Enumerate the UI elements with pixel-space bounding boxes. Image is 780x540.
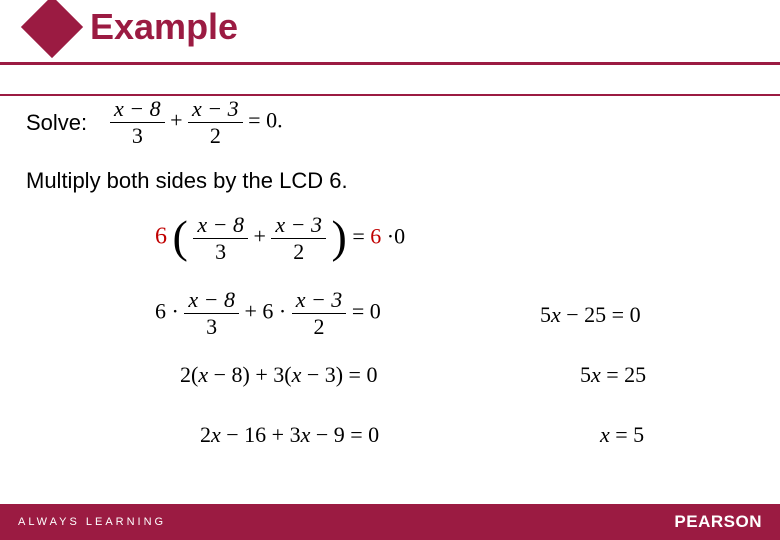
footer-brand: PEARSON (674, 512, 762, 532)
footer-tagline: ALWAYS LEARNING (18, 516, 166, 528)
equation-step-7: x = 5 (600, 422, 644, 448)
header-rule-thick (0, 62, 780, 65)
solve-label: Solve: (26, 110, 87, 136)
instruction-text: Multiply both sides by the LCD 6. (26, 168, 348, 194)
equation-step-2: 6 · x − 83 + 6 · x − 32 = 0 (155, 287, 381, 340)
diamond-bullet-icon (21, 0, 83, 58)
slide-footer: ALWAYS LEARNING PEARSON (0, 504, 780, 540)
solve-equation: x − 83 + x − 32 = 0. (110, 96, 283, 149)
slide-header: Example (0, 0, 780, 70)
slide-title: Example (90, 6, 238, 48)
equation-step-6: 5x = 25 (580, 362, 646, 388)
equation-step-1: 6 ( x − 83 + x − 32 ) = 6 ·0 (155, 212, 405, 265)
equation-step-5: 5x − 25 = 0 (540, 302, 641, 328)
equation-step-4: 2x − 16 + 3x − 9 = 0 (200, 422, 379, 448)
equation-step-3: 2(x − 8) + 3(x − 3) = 0 (180, 362, 377, 388)
